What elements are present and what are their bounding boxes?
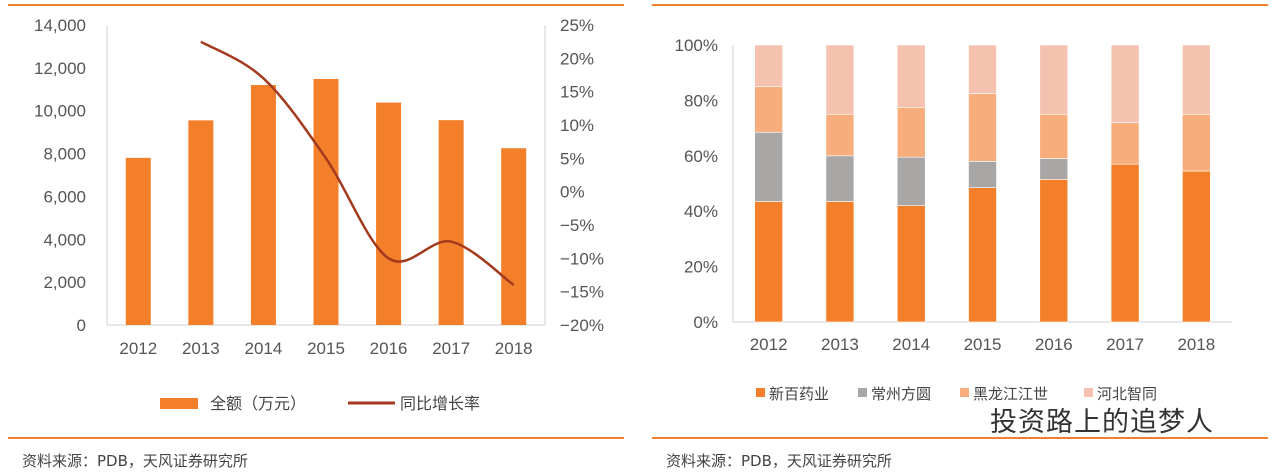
segment-2016-0 xyxy=(1039,179,1069,323)
segment-2016-3 xyxy=(1039,44,1069,115)
y-tick-label: 6,000 xyxy=(43,187,86,206)
legend-swatch-amount xyxy=(160,398,198,409)
x-tick-label: 2018 xyxy=(495,339,533,358)
source-note-right: 资料来源：PDB，天风证券研究所 xyxy=(666,452,892,470)
legend-label-growth: 同比增长率 xyxy=(400,395,480,413)
legend-label-amount: 全额（万元） xyxy=(210,395,306,413)
y-tick-label: 20% xyxy=(684,258,718,277)
x-tick-label: 2013 xyxy=(182,339,220,358)
x-tick-label: 2014 xyxy=(892,335,930,354)
segment-2014-1 xyxy=(896,156,926,206)
chart-market-share: 0% 20% 40% 60% 80% 100% 2012 2013 2014 2015 2016 20… xyxy=(675,36,1232,403)
segment-2012-1 xyxy=(754,131,783,202)
bar-2013 xyxy=(188,120,214,325)
y-tick-label: 60% xyxy=(684,147,718,166)
bar-2015 xyxy=(313,79,339,325)
x-tick-label: 2012 xyxy=(119,339,157,358)
bottom-rule-left xyxy=(8,437,624,439)
bottom-rule-right xyxy=(652,437,1268,439)
legend-swatch-0 xyxy=(756,388,765,397)
segment-2017-2 xyxy=(1110,122,1140,165)
y-tick-label: 4,000 xyxy=(43,230,86,249)
y-tick-label: 14,000 xyxy=(34,16,86,35)
bar-2016 xyxy=(376,102,402,325)
x-tick-label: 2015 xyxy=(307,339,345,358)
y-tick-label: 0 xyxy=(77,316,86,335)
segment-2016-1 xyxy=(1039,158,1069,180)
y-tick-label: 8,000 xyxy=(43,145,86,164)
segment-2018-3 xyxy=(1182,44,1211,115)
y-tick-label: 10,000 xyxy=(34,102,86,121)
segment-2015-1 xyxy=(968,161,997,188)
segment-2013-3 xyxy=(825,44,855,115)
legend-label-0: 新百药业 xyxy=(769,386,829,403)
segment-2014-2 xyxy=(896,107,926,158)
legend-label-1: 常州方圆 xyxy=(871,386,931,403)
segment-2016-2 xyxy=(1039,113,1069,159)
y2-tick-label: −5% xyxy=(560,216,595,235)
legend-swatch-3 xyxy=(1084,388,1093,397)
segment-2013-2 xyxy=(825,113,855,157)
segment-2018-2 xyxy=(1182,113,1211,172)
x-tick-label: 2012 xyxy=(750,335,788,354)
segment-2014-3 xyxy=(896,44,926,108)
legend-label-3: 河北智同 xyxy=(1097,385,1157,403)
y2-tick-label: −15% xyxy=(560,283,604,302)
y-tick-label: 40% xyxy=(684,202,718,221)
x-tick-label: 2015 xyxy=(964,335,1002,354)
y-tick-label: 0% xyxy=(693,313,718,332)
bar-2012 xyxy=(125,157,151,325)
segment-2013-1 xyxy=(825,155,855,202)
segment-2012-0 xyxy=(754,201,783,323)
segment-2012-2 xyxy=(754,86,783,133)
y-tick-label: 100% xyxy=(675,36,718,55)
segment-2014-0 xyxy=(896,205,926,323)
segment-2017-0 xyxy=(1110,163,1140,323)
x-tick-label: 2014 xyxy=(245,339,283,358)
source-note-left: 资料来源：PDB，天风证券研究所 xyxy=(22,452,248,470)
bar-2018 xyxy=(501,148,527,325)
growth-line xyxy=(200,40,515,287)
y2-tick-label: 15% xyxy=(560,83,594,102)
segment-2012-3 xyxy=(754,44,783,87)
x-tick-label: 2013 xyxy=(821,335,859,354)
segment-2015-2 xyxy=(968,93,997,162)
y2-tick-label: 5% xyxy=(560,149,585,168)
segment-2015-0 xyxy=(968,187,997,323)
x-tick-label: 2017 xyxy=(432,339,470,358)
segment-2018-0 xyxy=(1182,170,1211,323)
segment-2015-3 xyxy=(968,44,997,94)
y2-tick-label: −10% xyxy=(560,249,604,268)
y-tick-label: 80% xyxy=(684,91,718,110)
y-tick-label: 2,000 xyxy=(43,273,86,292)
x-tick-label: 2016 xyxy=(370,339,408,358)
legend-swatch-2 xyxy=(960,388,969,397)
segment-2013-0 xyxy=(825,201,855,323)
chart-revenue-growth: 0 2,000 4,000 6,000 8,000 10,000 12,000 14,000 −… xyxy=(34,16,604,413)
legend-label-2: 黑龙江江世 xyxy=(973,386,1048,403)
y2-tick-label: 0% xyxy=(560,183,585,202)
watermark: 投资路上的追梦人 xyxy=(990,407,1214,438)
x-tick-label: 2016 xyxy=(1035,335,1073,354)
y2-tick-label: 20% xyxy=(560,49,594,68)
segment-2017-3 xyxy=(1110,44,1140,123)
top-rule-right xyxy=(652,4,1268,6)
bar-2014 xyxy=(250,85,276,325)
x-tick-label: 2018 xyxy=(1177,335,1215,354)
bar-2017 xyxy=(438,120,464,326)
top-rule-left xyxy=(8,4,624,6)
legend-swatch-1 xyxy=(858,388,867,397)
y2-tick-label: 25% xyxy=(560,16,594,35)
y2-tick-label: −20% xyxy=(560,316,604,335)
y2-tick-label: 10% xyxy=(560,116,594,135)
x-tick-label: 2017 xyxy=(1106,335,1144,354)
y-tick-label: 12,000 xyxy=(34,59,86,78)
